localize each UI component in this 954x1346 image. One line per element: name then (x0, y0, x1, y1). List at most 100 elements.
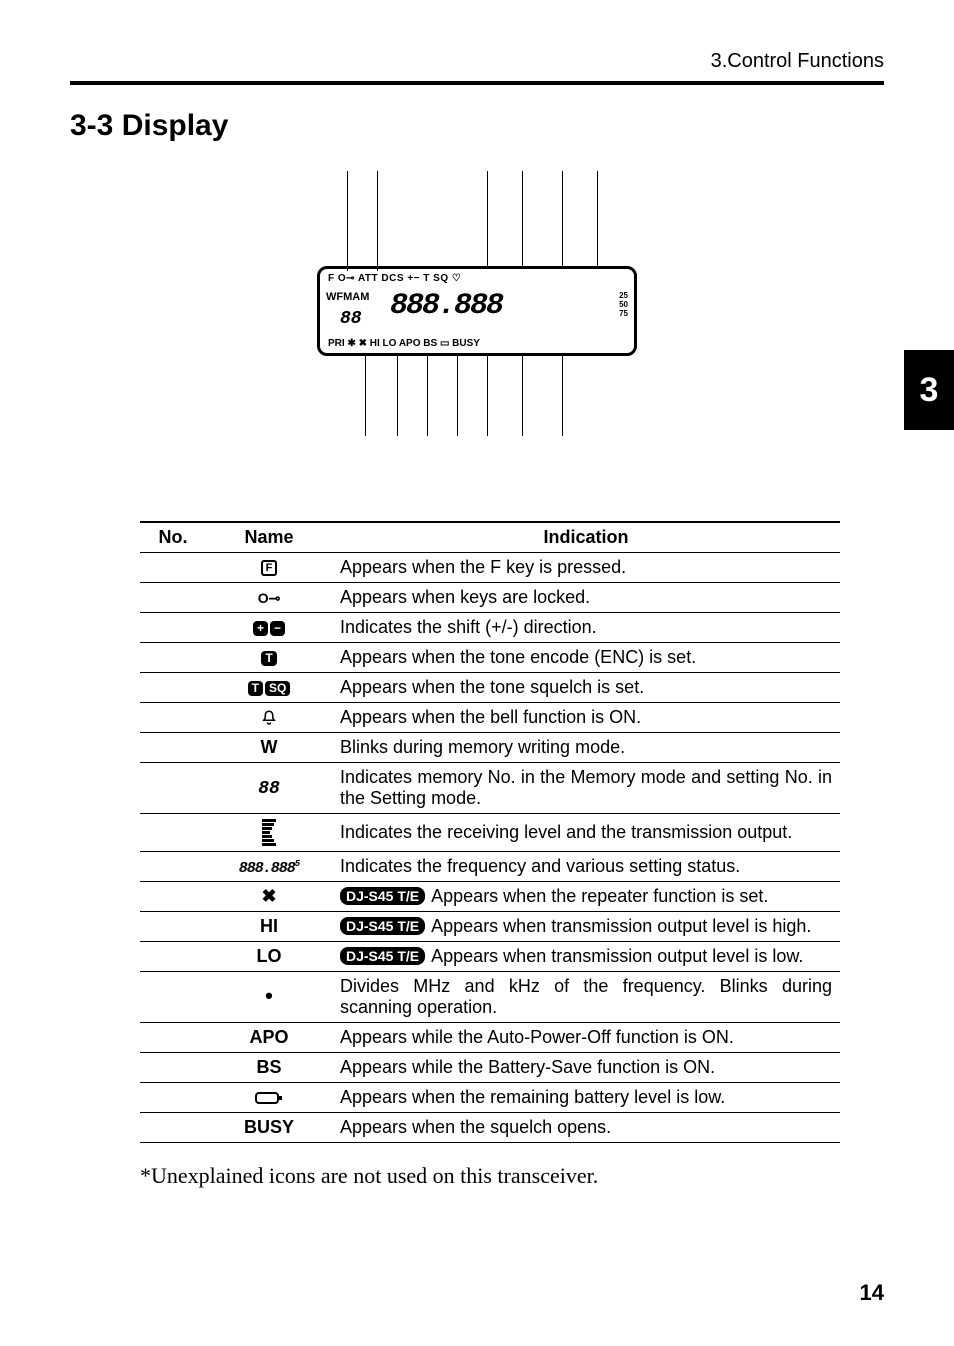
table-row: 88Indicates memory No. in the Memory mod… (140, 763, 840, 814)
cell-name: 88 (206, 763, 332, 814)
table-row: ✖ DJ-S45 T/EAppears when the repeater fun… (140, 882, 840, 912)
indication-text: Appears when the bell function is ON. (340, 707, 641, 727)
cell-no (140, 814, 206, 852)
cell-indication: Appears while the Auto-Power-Off functio… (332, 1023, 840, 1053)
text-icon: ✖ (261, 886, 276, 906)
lcd-seg-small: 88 (340, 309, 362, 329)
callout-line (397, 356, 398, 436)
table-row: WBlinks during memory writing mode. (140, 733, 840, 763)
cell-no (140, 1083, 206, 1113)
indication-text: Appears when the squelch opens. (340, 1117, 611, 1137)
cell-no (140, 763, 206, 814)
seglong-icon: 888.8885 (239, 860, 299, 877)
table-head-row: No. Name Indication (140, 522, 840, 553)
cell-indication: Appears while the Battery-Save function … (332, 1053, 840, 1083)
callout-line (487, 356, 488, 436)
indication-text: Appears while the Battery-Save function … (340, 1057, 715, 1077)
indication-text: Appears when the tone squelch is set. (340, 677, 644, 697)
model-badge: DJ-S45 T/E (340, 947, 425, 965)
cell-indication: DJ-S45 T/E Appears when transmission outp… (332, 912, 840, 942)
tsq-icon: TSQ (248, 677, 291, 697)
callout-line (347, 171, 348, 271)
indication-text: Appears when keys are locked. (340, 587, 590, 607)
table-row: O⊸ Appears when keys are locked. (140, 583, 840, 613)
table-row: F Appears when the F key is pressed. (140, 553, 840, 583)
lcd-side-nums: 255075 (619, 291, 628, 318)
col-name: Name (206, 522, 332, 553)
battery-icon (255, 1091, 283, 1105)
cell-indication: Appears when the F key is pressed. (332, 553, 840, 583)
cell-indication: Appears when the squelch opens. (332, 1113, 840, 1143)
cell-no (140, 882, 206, 912)
indication-text: Appears when the F key is pressed. (340, 557, 626, 577)
col-no: No. (140, 522, 206, 553)
table-row: TSQ Appears when the tone squelch is set. (140, 673, 840, 703)
cell-no (140, 583, 206, 613)
cell-indication: Indicates memory No. in the Memory mode … (332, 763, 840, 814)
cell-indication: Divides MHz and kHz of the frequency. Bl… (332, 972, 840, 1023)
table-row: Appears when the bell function is ON. (140, 703, 840, 733)
lcd-seg-big: 888.888 (390, 289, 502, 323)
callout-line (377, 171, 378, 271)
top-rule (70, 81, 884, 85)
cell-no (140, 643, 206, 673)
cell-no (140, 942, 206, 972)
lcd-figure: F O⊸ ATT DCS +− T SQ ♡ WFMAM 88 888.888 … (70, 171, 884, 461)
cell-name: • (206, 972, 332, 1023)
cell-name: LO (206, 942, 332, 972)
text-icon: BS (256, 1057, 281, 1077)
text-icon: LO (257, 946, 282, 966)
text-icon: BUSY (244, 1117, 294, 1137)
indication-text: Appears when the tone encode (ENC) is se… (340, 647, 696, 667)
text-icon: HI (260, 916, 278, 936)
cell-no (140, 613, 206, 643)
cell-indication: Appears when keys are locked. (332, 583, 840, 613)
callout-line (522, 356, 523, 436)
section-title: 3-3 Display (70, 109, 884, 143)
cell-no (140, 1113, 206, 1143)
cell-no (140, 1053, 206, 1083)
cell-indication: DJ-S45 T/EAppears when the repeater func… (332, 882, 840, 912)
cell-no (140, 1023, 206, 1053)
icons-table: No. Name Indication F Appears when the F … (140, 521, 840, 1143)
cell-name (206, 1083, 332, 1113)
indication-text: Indicates the receiving level and the tr… (340, 822, 792, 842)
model-badge: DJ-S45 T/E (340, 887, 425, 905)
cell-no (140, 733, 206, 763)
cell-name: +− (206, 613, 332, 643)
cell-name: TSQ (206, 673, 332, 703)
model-badge: DJ-S45 T/E (340, 917, 425, 935)
cell-name (206, 814, 332, 852)
lcd-box: F O⊸ ATT DCS +− T SQ ♡ WFMAM 88 888.888 … (277, 171, 677, 461)
cell-indication: DJ-S45 T/E Appears when transmission outp… (332, 942, 840, 972)
callout-line (562, 171, 563, 269)
cell-name (206, 703, 332, 733)
cell-name: BUSY (206, 1113, 332, 1143)
cell-no (140, 673, 206, 703)
cell-indication: Indicates the shift (+/-) direction. (332, 613, 840, 643)
cell-name: F (206, 553, 332, 583)
indication-text: Appears when transmission output level i… (431, 916, 811, 936)
callout-line (457, 356, 458, 436)
cell-indication: Appears when the bell function is ON. (332, 703, 840, 733)
cell-name: T (206, 643, 332, 673)
dot-icon: • (265, 983, 273, 1008)
callout-line (597, 171, 598, 269)
table-row: HI DJ-S45 T/E Appears when transmission ou… (140, 912, 840, 942)
cell-name: BS (206, 1053, 332, 1083)
indication-text: Appears when the remaining battery level… (340, 1087, 725, 1107)
callout-line (365, 356, 366, 436)
keylock-icon: O⊸ (258, 590, 281, 607)
bars-icon (262, 818, 276, 847)
cell-name: 888.8885 (206, 852, 332, 882)
indication-text: Indicates the frequency and various sett… (340, 856, 740, 876)
bell-icon (260, 709, 278, 727)
cell-no (140, 553, 206, 583)
callout-line (522, 171, 523, 269)
callout-line (427, 356, 428, 436)
table-row: LO DJ-S45 T/E Appears when transmission ou… (140, 942, 840, 972)
f-icon: F (261, 560, 278, 576)
indication-text: Appears when transmission output level i… (431, 946, 803, 966)
callout-line (487, 171, 488, 269)
running-head: 3.Control Functions (70, 50, 884, 73)
